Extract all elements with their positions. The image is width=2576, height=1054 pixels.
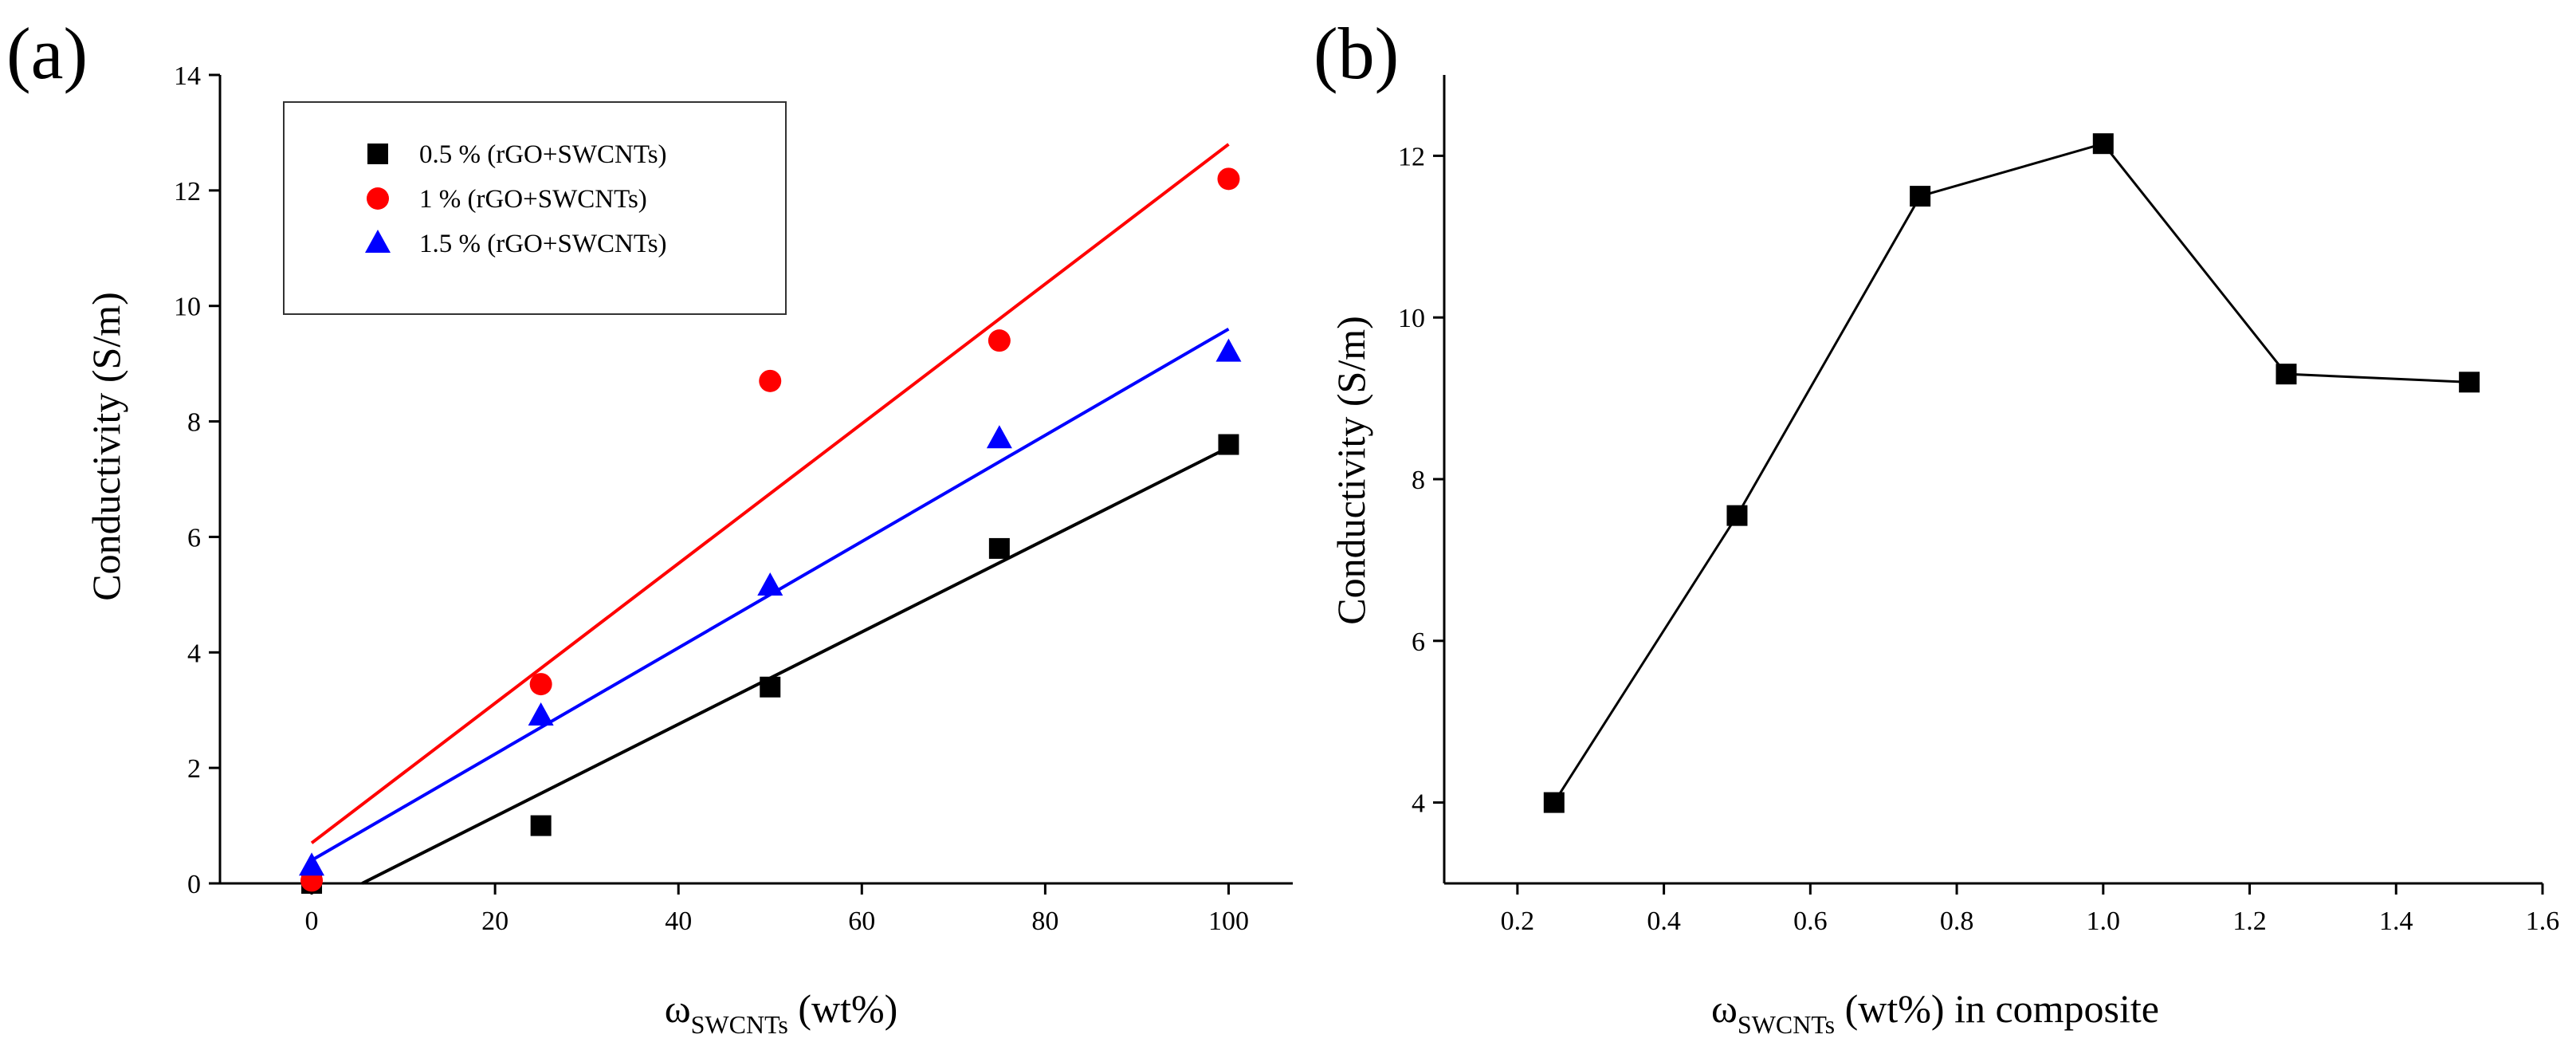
y-axis-title-a: Conductivity (S/m) <box>84 292 128 601</box>
data-point <box>2276 364 2297 385</box>
x-tick-label: 1.4 <box>2379 907 2413 936</box>
y-tick-label: 4 <box>187 639 201 668</box>
x-tick-label: 1.0 <box>2087 907 2121 936</box>
panel-a-label: (a) <box>6 13 88 94</box>
y-axis-title-b: Conductivity (S/m) <box>1329 316 1373 625</box>
data-point-05-percent <box>530 815 552 836</box>
x-tick-label: 0.4 <box>1647 907 1681 936</box>
data-point <box>1726 505 1748 526</box>
y-tick-label: 4 <box>1412 789 1425 819</box>
x-tick-label: 40 <box>665 907 692 936</box>
x-axis-title-a: ωSWCNTs (wt%) <box>665 986 898 1039</box>
x-axis-title-a-unit: (wt%) <box>788 986 897 1031</box>
data-point-15-percent <box>757 572 783 596</box>
x-tick-label: 60 <box>848 907 875 936</box>
data-point-1-percent <box>988 329 1011 352</box>
x-tick-label: 0 <box>305 907 319 936</box>
x-axis-title-b-subscript: SWCNTs <box>1738 1010 1835 1039</box>
data-point <box>2459 372 2480 393</box>
y-tick-label: 2 <box>187 754 201 784</box>
y-tick-label: 14 <box>174 61 201 91</box>
data-point <box>2092 133 2114 155</box>
data-point-15-percent <box>528 702 554 726</box>
panel-b-label: (b) <box>1314 13 1399 94</box>
legend: 0.5 % (rGO+SWCNTs) 1 % (rGO+SWCNTs) 1.5 % … <box>283 101 787 315</box>
data-point-15-percent <box>1215 338 1242 362</box>
y-tick-label: 12 <box>1398 142 1425 171</box>
x-tick-label: 0.2 <box>1501 907 1535 936</box>
x-tick-label: 80 <box>1031 907 1058 936</box>
data-point-05-percent <box>988 537 1010 559</box>
y-tick-label: 10 <box>174 293 201 322</box>
x-tick-label: 0.8 <box>1940 907 1974 936</box>
legend-marker-15-percent <box>365 230 391 253</box>
legend-label-1-percent: 1 % (rGO+SWCNTs) <box>419 185 647 214</box>
x-axis-title-b: ωSWCNTs (wt%) in composite <box>1711 986 2159 1039</box>
y-tick-label: 10 <box>1398 304 1425 333</box>
fit-line-1-percent <box>310 143 1230 844</box>
data-point-15-percent <box>299 852 325 876</box>
y-tick-label: 6 <box>187 523 201 553</box>
series-line <box>1553 142 2470 804</box>
y-tick-label: 8 <box>1412 466 1425 495</box>
legend-label-15-percent: 1.5 % (rGO+SWCNTs) <box>419 230 667 258</box>
data-point-05-percent <box>1218 434 1239 455</box>
data-point-1-percent <box>529 673 552 696</box>
y-tick-label: 12 <box>174 177 201 206</box>
x-tick-label: 100 <box>1208 907 1249 936</box>
x-axis-title-a-subscript: SWCNTs <box>691 1010 788 1039</box>
panel-b: (b) 0.2 0.4 0.6 0.8 1.0 1.2 1.4 1.6 4 6 8 10 12 Cond… <box>1314 13 2559 1039</box>
legend-marker-1-percent <box>367 187 389 210</box>
data-point-1-percent <box>759 369 782 392</box>
data-point-05-percent <box>760 676 781 698</box>
x-tick-label: 1.2 <box>2232 907 2267 936</box>
x-tick-label: 20 <box>481 907 509 936</box>
fit-line-05-percent <box>361 446 1230 885</box>
y-tick-label: 6 <box>1412 627 1425 657</box>
data-point <box>1543 792 1565 813</box>
legend-marker-05-percent <box>367 144 388 164</box>
data-point-15-percent <box>986 425 1012 449</box>
legend-label-05-percent: 0.5 % (rGO+SWCNTs) <box>419 140 667 169</box>
plot-b-area: 0.2 0.4 0.6 0.8 1.0 1.2 1.4 1.6 4 6 8 10 12 <box>1398 75 2559 936</box>
x-tick-label: 0.6 <box>1793 907 1828 936</box>
panel-a: (a) 0 20 40 60 80 100 0 2 4 6 8 10 12 14 0.5 % (rGO+S… <box>6 13 1293 1039</box>
x-axis-title-b-symbol: ω <box>1711 986 1738 1031</box>
legend-frame <box>283 101 787 315</box>
plot-a-area: 0 20 40 60 80 100 0 2 4 6 8 10 12 14 <box>174 61 1293 936</box>
y-tick-label: 0 <box>187 870 201 899</box>
y-tick-label: 8 <box>187 408 201 438</box>
data-point-1-percent <box>1217 167 1240 191</box>
x-tick-label: 1.6 <box>2526 907 2560 936</box>
data-point <box>1910 186 1931 207</box>
x-axis-title-b-unit: (wt%) in composite <box>1835 986 2159 1031</box>
x-axis-title-a-symbol: ω <box>665 986 691 1031</box>
